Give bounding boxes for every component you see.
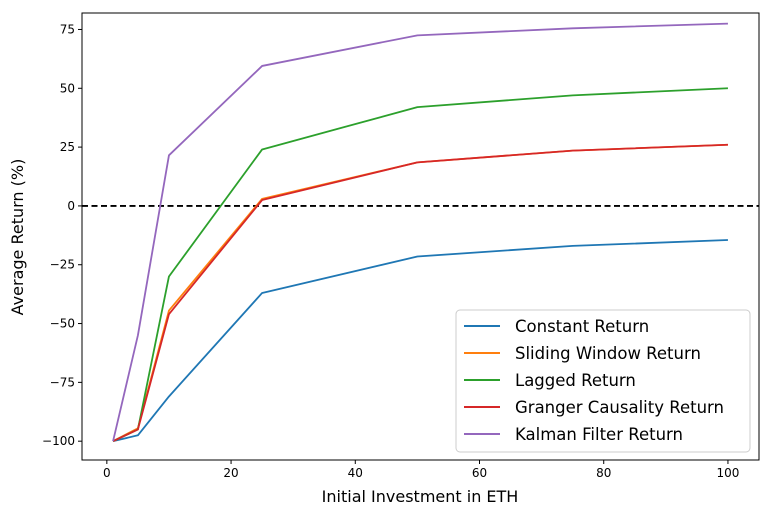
y-tick-label: −75 bbox=[50, 375, 75, 389]
y-tick-label: −25 bbox=[50, 258, 75, 272]
plot-frame-group bbox=[81, 12, 760, 461]
plot-frame bbox=[81, 12, 760, 461]
x-axis-label: Initial Investment in ETH bbox=[322, 487, 519, 506]
series-group bbox=[112, 22, 728, 443]
x-tick-label: 60 bbox=[472, 466, 487, 480]
x-tick-label: 40 bbox=[348, 466, 363, 480]
x-tick-label: 100 bbox=[716, 466, 739, 480]
legend-label-4: Granger Causality Return bbox=[515, 398, 724, 417]
y-tick-label: −50 bbox=[50, 317, 75, 331]
legend-label-1: Constant Return bbox=[515, 317, 649, 336]
legend: Constant Return Sliding Window Return Lagg… bbox=[455, 309, 751, 453]
series-line-4 bbox=[112, 143, 728, 442]
y-tick-label: 50 bbox=[60, 81, 75, 95]
x-tick-label: 80 bbox=[596, 466, 611, 480]
y-tick-label: 25 bbox=[60, 140, 75, 154]
legend-box bbox=[455, 309, 751, 453]
y-tick-label: −100 bbox=[42, 434, 75, 448]
legend-label-3: Lagged Return bbox=[515, 371, 636, 390]
y-axis-label: Average Return (%) bbox=[8, 159, 27, 316]
series-line-5 bbox=[112, 22, 728, 442]
axes: 0 20 40 60 80 100 −100 −75 −50 −25 0 25 50 75 bbox=[42, 22, 739, 480]
x-tick-label: 0 bbox=[103, 466, 111, 480]
y-tick-label: 0 bbox=[67, 199, 75, 213]
legend-label-5: Kalman Filter Return bbox=[515, 425, 683, 444]
x-tick-label: 20 bbox=[223, 466, 238, 480]
series-line-1 bbox=[112, 239, 728, 443]
legend-label-2: Sliding Window Return bbox=[515, 344, 701, 363]
y-tick-label: 75 bbox=[60, 22, 75, 36]
